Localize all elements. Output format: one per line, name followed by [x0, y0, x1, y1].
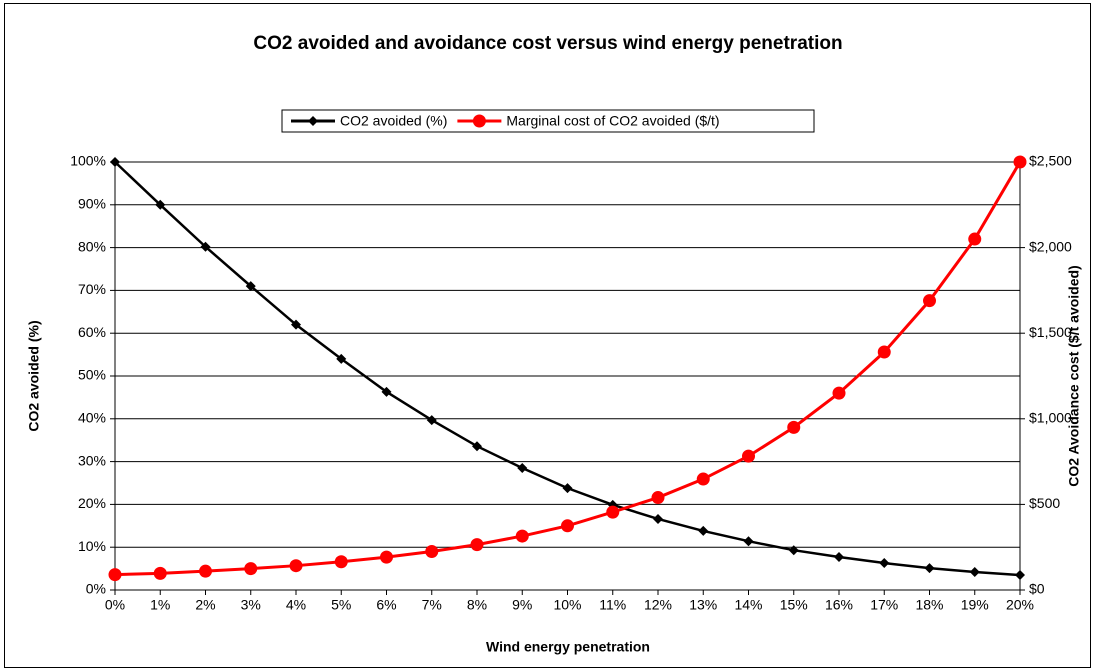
y-tick-label: 20%	[78, 495, 106, 511]
chart-title: CO2 avoided and avoidance cost versus wi…	[253, 33, 842, 54]
y-tick-label: 100%	[70, 153, 106, 169]
y-tick-label: 30%	[78, 452, 106, 468]
x-tick-label: 8%	[467, 597, 487, 613]
x-tick-label: 13%	[689, 597, 717, 613]
y2-tick-label: $1,500	[1029, 324, 1072, 340]
y-tick-label: 70%	[78, 281, 106, 297]
data-point	[696, 472, 710, 486]
data-point	[653, 513, 663, 524]
x-tick-label: 16%	[825, 597, 853, 613]
x-tick-label: 6%	[376, 597, 396, 613]
y-tick-label: 50%	[78, 367, 106, 383]
data-point	[244, 562, 258, 576]
data-point	[334, 555, 348, 569]
data-point	[1013, 155, 1027, 169]
x-tick-label: 17%	[870, 597, 898, 613]
data-point	[969, 567, 980, 578]
data-point	[832, 386, 846, 400]
x-tick-label: 3%	[241, 597, 261, 613]
data-point	[787, 420, 801, 434]
y-tick-label: 80%	[78, 238, 106, 254]
y-tick-label: 40%	[78, 410, 106, 426]
data-point	[877, 345, 891, 359]
data-point	[879, 558, 890, 569]
data-point	[698, 525, 709, 536]
data-point	[1015, 570, 1025, 581]
legend-marker	[472, 114, 486, 128]
data-point	[245, 281, 256, 292]
legend-marker	[308, 116, 318, 126]
x-tick-label: 18%	[915, 597, 943, 613]
x-tick-label: 14%	[734, 597, 762, 613]
y-axis-title: CO2 avoided (%)	[26, 320, 42, 431]
legend-label: Marginal cost of CO2 avoided ($/t)	[506, 113, 719, 129]
data-point	[651, 491, 665, 505]
y2-tick-label: $2,500	[1029, 153, 1072, 169]
x-tick-label: 20%	[1006, 597, 1034, 613]
x-tick-label: 19%	[961, 597, 989, 613]
data-point	[153, 566, 167, 580]
y-tick-label: 90%	[78, 196, 106, 212]
data-point	[108, 568, 122, 582]
data-point	[199, 564, 212, 578]
data-point	[924, 563, 935, 574]
y2-axis-title: CO2 Avoidance cost ($/t avoided)	[1066, 265, 1082, 486]
data-point	[289, 559, 303, 573]
x-tick-label: 10%	[553, 597, 581, 613]
data-point	[200, 241, 211, 252]
data-point	[472, 441, 482, 452]
data-point	[562, 483, 573, 494]
y-tick-label: 60%	[78, 324, 106, 340]
y-tick-label: 10%	[78, 538, 106, 554]
legend-label: CO2 avoided (%)	[340, 113, 447, 129]
x-tick-label: 1%	[150, 597, 170, 613]
data-point	[426, 415, 437, 426]
data-point	[606, 505, 620, 519]
y2-tick-label: $0	[1029, 581, 1045, 597]
data-point	[743, 536, 754, 547]
x-tick-label: 11%	[599, 597, 626, 613]
data-point	[155, 199, 166, 210]
legend-box	[281, 109, 815, 133]
x-tick-label: 7%	[422, 597, 442, 613]
data-point	[336, 353, 347, 364]
data-point	[515, 529, 529, 543]
x-tick-label: 2%	[195, 597, 215, 613]
y2-tick-label: $500	[1029, 495, 1060, 511]
data-point	[517, 463, 528, 474]
data-point	[968, 232, 982, 246]
data-point	[110, 157, 120, 167]
data-point	[291, 319, 301, 330]
data-point	[788, 545, 799, 556]
x-axis-title: Wind energy penetration	[486, 639, 650, 655]
y2-tick-label: $1,000	[1029, 410, 1072, 426]
x-tick-label: 9%	[512, 597, 532, 613]
data-point	[380, 550, 393, 564]
data-point	[742, 449, 755, 463]
data-point	[923, 294, 936, 308]
x-tick-label: 5%	[331, 597, 351, 613]
data-point	[834, 552, 844, 563]
y2-tick-label: $2,000	[1029, 238, 1072, 254]
data-point	[425, 544, 439, 558]
data-point	[470, 538, 484, 552]
x-tick-label: 0%	[105, 597, 125, 613]
data-point	[381, 386, 392, 397]
x-tick-label: 15%	[780, 597, 808, 613]
x-tick-label: 4%	[286, 597, 306, 613]
x-tick-label: 12%	[644, 597, 672, 613]
y-tick-label: 0%	[86, 581, 106, 597]
data-point	[561, 519, 574, 533]
